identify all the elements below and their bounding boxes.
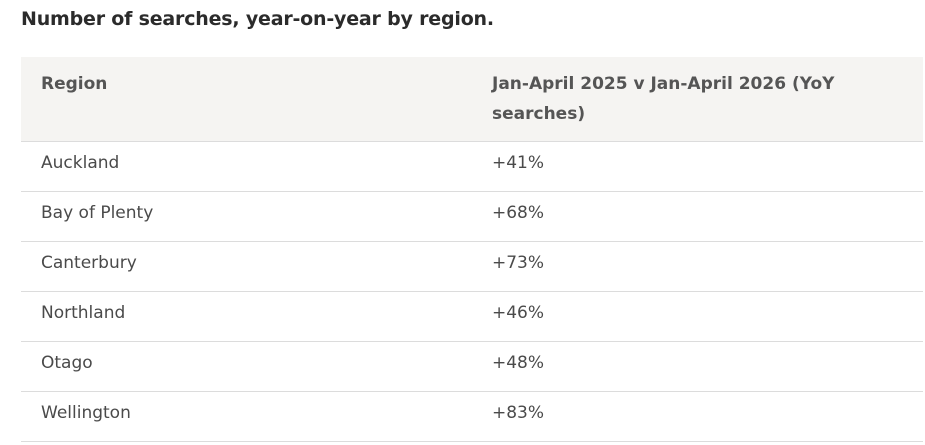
header-cell: Region: [21, 57, 472, 142]
table-body: Auckland +41% Bay of Plenty +68% Canterbury +…: [21, 141, 923, 442]
table: Region Jan-April 2025 v Jan-April 2026 (…: [21, 57, 923, 442]
region-cell: Northland: [21, 291, 472, 342]
value-cell: +48%: [472, 341, 923, 392]
value-cell: +41%: [472, 141, 923, 192]
region-cell: Otago: [21, 341, 472, 392]
header-cell: Jan-April 2025 v Jan-April 2026 (YoY sea…: [472, 57, 923, 142]
table-row: Canterbury +73%: [21, 241, 923, 292]
header-row: Region Jan-April 2025 v Jan-April 2026 (…: [21, 57, 923, 142]
value-cell: +46%: [472, 291, 923, 342]
region-cell: Canterbury: [21, 241, 472, 292]
value-cell: +83%: [472, 391, 923, 442]
table-row: Otago +48%: [21, 341, 923, 392]
title: Number of searches, year-on-year by regi…: [21, 8, 494, 30]
table-row: Bay of Plenty +68%: [21, 191, 923, 242]
table-row: Northland +46%: [21, 291, 923, 342]
value-cell: +73%: [472, 241, 923, 292]
region-cell: Bay of Plenty: [21, 191, 472, 242]
table-row: Wellington +83%: [21, 391, 923, 442]
value-cell: +68%: [472, 191, 923, 242]
table-row: Auckland +41%: [21, 141, 923, 192]
region-cell: Auckland: [21, 141, 472, 192]
region-cell: Wellington: [21, 391, 472, 442]
